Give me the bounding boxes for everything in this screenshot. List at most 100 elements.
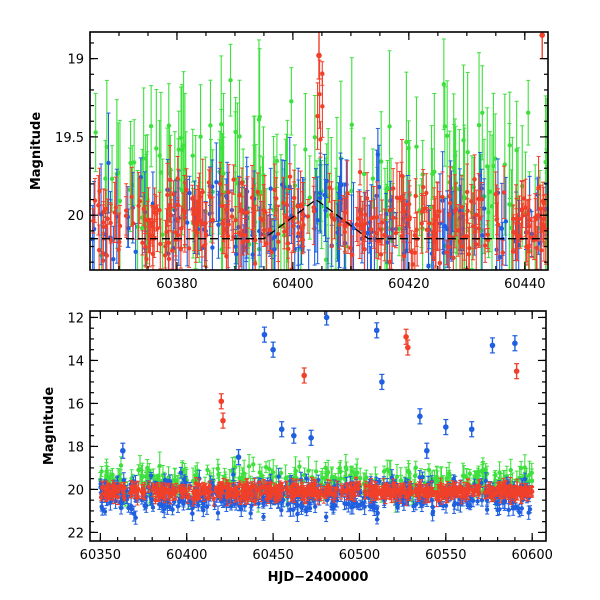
top-data-point [208, 123, 213, 128]
top-data-point [474, 242, 479, 247]
top-data-point [140, 240, 145, 246]
top-data-point [391, 215, 396, 220]
top-data-point [234, 251, 239, 257]
top-data-point [320, 104, 325, 109]
top-data-point [510, 249, 516, 254]
bottom-data-layer [98, 311, 535, 525]
bottom-data-point [306, 468, 311, 473]
top-data-point [105, 216, 110, 221]
top-data-point [499, 226, 505, 231]
top-data-point [255, 189, 260, 195]
bottom-data-point [381, 469, 387, 474]
top-data-point [202, 243, 207, 248]
top-data-point [447, 233, 452, 239]
top-data-point [104, 144, 110, 150]
top-data-point [176, 147, 181, 152]
top-data-point [108, 220, 113, 226]
top-data-point [116, 247, 121, 252]
top-data-point [373, 230, 379, 236]
top-data-point [323, 208, 328, 213]
top-data-point [96, 203, 101, 208]
bottom-data-point [476, 469, 481, 474]
bottom-data-point [154, 477, 159, 482]
top-data-point [257, 114, 262, 119]
top-data-point [190, 153, 195, 158]
top-data-point [146, 217, 151, 223]
bottom-data-point [241, 471, 247, 476]
bottom-data-point [323, 465, 328, 471]
bottom-data-point [297, 464, 302, 469]
bottom-data-point [474, 479, 479, 484]
top-data-point [223, 207, 229, 212]
top-data-point [186, 246, 192, 251]
top-data-point [487, 189, 493, 194]
bottom-data-point [246, 464, 252, 469]
top-data-point [494, 217, 499, 222]
bottom-data-point [362, 504, 367, 509]
top-y-tick-label: 19 [67, 53, 84, 68]
top-data-point [220, 221, 225, 226]
top-data-point [479, 197, 485, 202]
top-data-point [152, 210, 157, 215]
top-data-point [451, 165, 456, 170]
top-data-point [126, 226, 131, 231]
top-data-point [191, 212, 196, 217]
bottom-data-point [398, 478, 403, 483]
model-fit-line [90, 198, 548, 240]
top-data-point [200, 189, 205, 195]
top-data-point [355, 216, 361, 221]
top-data-point [430, 229, 436, 235]
top-x-tick-label: 60420 [388, 277, 429, 292]
top-data-point [500, 250, 506, 255]
top-data-point [427, 221, 432, 226]
top-data-point [274, 196, 279, 201]
bottom-data-point [529, 470, 534, 476]
top-data-point [517, 216, 522, 221]
bottom-data-point [118, 463, 124, 468]
top-data-point [404, 139, 409, 145]
top-data-point [405, 217, 410, 222]
top-data-point [160, 232, 165, 237]
top-data-point [507, 143, 512, 148]
top-data-point [412, 250, 418, 255]
bottom-data-point [195, 472, 200, 478]
top-data-point [229, 214, 235, 219]
bottom-data-point [329, 475, 335, 481]
bottom-data-point [467, 471, 472, 476]
top-data-point [130, 221, 136, 226]
top-data-point [526, 244, 531, 250]
top-data-point [287, 174, 293, 179]
top-data-point [348, 245, 353, 250]
top-data-point [442, 124, 448, 129]
top-data-point [104, 253, 110, 258]
top-data-point [113, 205, 119, 210]
top-data-point [351, 225, 356, 231]
top-data-point [469, 199, 474, 204]
bottom-data-point [364, 475, 369, 480]
top-data-point [267, 227, 272, 233]
top-data-point [410, 262, 415, 267]
top-data-point [282, 229, 287, 234]
bottom-data-point [324, 472, 329, 478]
bottom-data-point [136, 467, 141, 473]
bottom-data-point [190, 506, 195, 511]
top-data-point [493, 191, 498, 197]
top-data-point [154, 146, 159, 151]
top-data-point [541, 225, 547, 231]
top-data-point [462, 196, 467, 201]
top-data-point [100, 251, 106, 256]
top-data-point [473, 212, 479, 218]
bottom-data-point [261, 514, 266, 520]
top-data-point [465, 149, 470, 155]
bottom-data-point [145, 465, 150, 471]
top-data-point [426, 264, 431, 269]
bottom-data-point [508, 467, 513, 473]
top-data-point [233, 129, 238, 135]
top-data-point [349, 188, 354, 194]
top-data-point [503, 219, 509, 224]
top-data-point [419, 209, 425, 214]
bottom-data-point [248, 511, 253, 516]
top-data-point [413, 193, 418, 199]
top-data-point [250, 206, 256, 211]
top-data-point [365, 231, 370, 236]
